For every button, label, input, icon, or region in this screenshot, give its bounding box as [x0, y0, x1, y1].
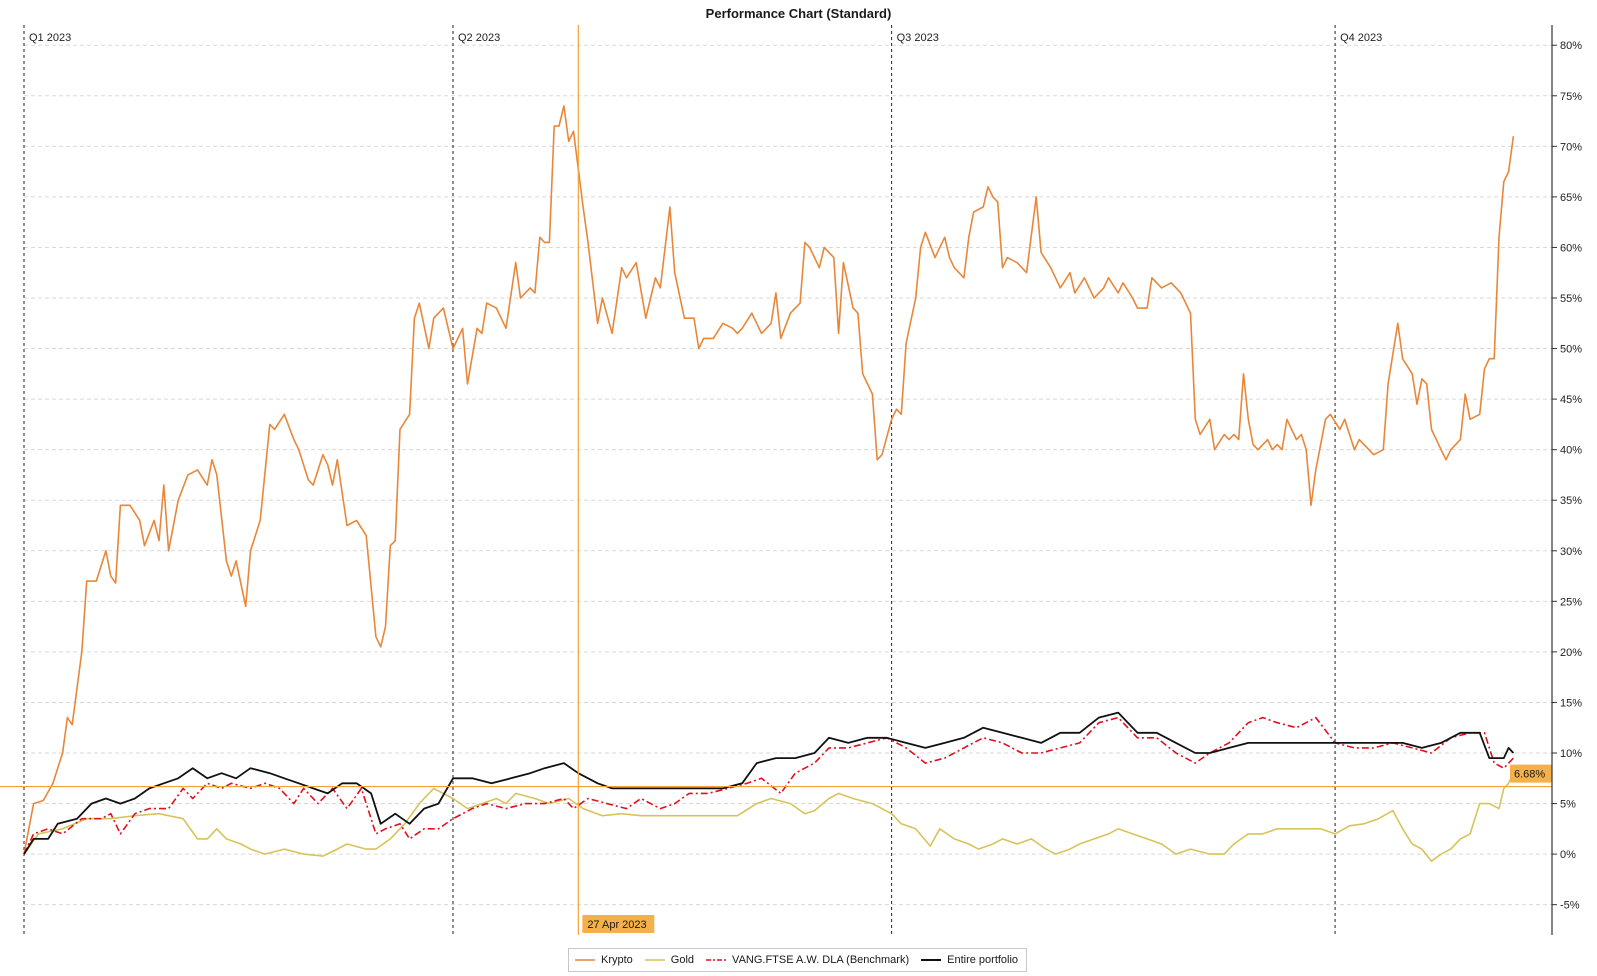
- y-tick-label: 55%: [1560, 293, 1582, 305]
- y-tick-label: 0%: [1560, 849, 1576, 861]
- quarter-label: Q3 2023: [897, 32, 939, 44]
- y-tick-label: -5%: [1560, 900, 1580, 912]
- legend-item[interactable]: Krypto: [575, 954, 633, 966]
- legend-label: Krypto: [601, 954, 633, 966]
- quarter-label: Q4 2023: [1340, 32, 1382, 44]
- quarter-label: Q2 2023: [458, 32, 500, 44]
- y-tick-label: 20%: [1560, 647, 1582, 659]
- chart-title: Performance Chart (Standard): [705, 6, 892, 21]
- series-line-entire-portfolio: [23, 711, 1515, 855]
- legend-label: VANG.FTSE A.W. DLA (Benchmark): [732, 954, 910, 966]
- y-tick-label: 30%: [1560, 546, 1582, 558]
- y-tick-label: 65%: [1560, 192, 1582, 204]
- series-line-krypto: [23, 105, 1515, 855]
- y-tick-label: 50%: [1560, 344, 1582, 356]
- quarter-markers: Q1 2023 Q2 2023 Q3 2023 Q4 2023: [23, 25, 1382, 935]
- y-tick-label: 25%: [1560, 596, 1582, 608]
- legend-swatch: [706, 959, 727, 961]
- y-tick-label: 80%: [1560, 40, 1582, 52]
- legend: Krypto Gold VANG.FTSE A.W. DLA (Benchmark)…: [568, 948, 1028, 972]
- y-tick-label: 70%: [1560, 141, 1582, 153]
- crosshair-date-label: 27 Apr 2023: [587, 919, 646, 931]
- legend-item[interactable]: Gold: [644, 954, 695, 966]
- y-axis: -5% 0% 5% 10% 15% 20% 25% 30% 35% 40% 45% 50% 55% 60%…: [1551, 25, 1582, 935]
- y-tick-label: 40%: [1560, 445, 1582, 457]
- legend-swatch: [921, 959, 942, 961]
- legend-swatch: [575, 959, 595, 961]
- grid-layer: [24, 44, 1552, 906]
- legend-label: Gold: [670, 954, 695, 966]
- crosshair-value-label: 6.68%: [1514, 769, 1545, 781]
- y-tick-label: 75%: [1560, 91, 1582, 103]
- legend-swatch: [644, 959, 665, 961]
- y-tick-label: 60%: [1560, 242, 1582, 254]
- legend-item[interactable]: VANG.FTSE A.W. DLA (Benchmark): [706, 954, 909, 966]
- legend-item[interactable]: Entire portfolio: [921, 954, 1018, 966]
- y-tick-label: 5%: [1560, 799, 1576, 811]
- series-line-vang-ftse-a-w-dla-benchmark: [23, 716, 1514, 855]
- quarter-label: Q1 2023: [29, 32, 71, 44]
- series-line-gold: [23, 772, 1515, 862]
- legend-label: Entire portfolio: [947, 954, 1019, 966]
- crosshair-value-tag: [1510, 764, 1552, 783]
- series-layer: [23, 105, 1515, 862]
- y-tick-label: 45%: [1560, 394, 1582, 406]
- crosshair-date-tag: [582, 915, 655, 933]
- crosshair: 27 Apr 2023 6.68%: [0, 25, 1552, 935]
- y-tick-label: 35%: [1560, 495, 1582, 507]
- y-tick-label: 15%: [1560, 697, 1582, 709]
- y-tick-label: 10%: [1560, 748, 1582, 760]
